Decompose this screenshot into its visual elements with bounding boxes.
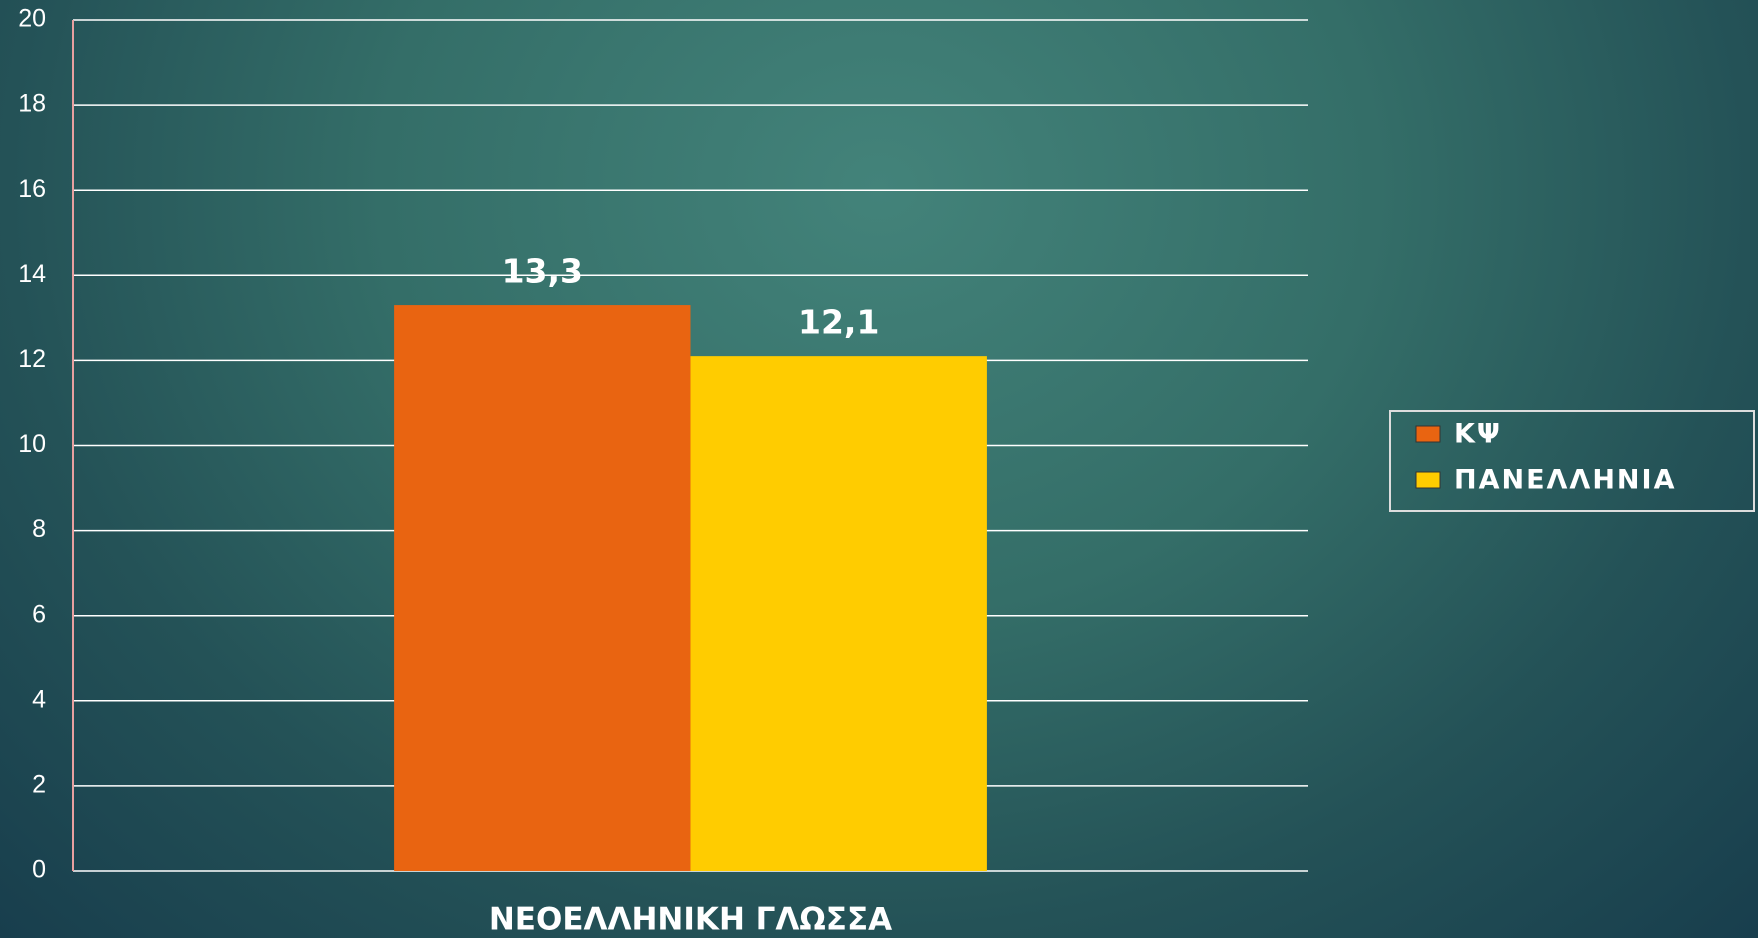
y-tick-label: 18 bbox=[18, 90, 46, 118]
bar bbox=[394, 305, 691, 872]
y-tick-label: 20 bbox=[18, 5, 46, 33]
y-tick-label: 12 bbox=[18, 345, 46, 373]
y-tick-label: 0 bbox=[32, 856, 46, 884]
data-label: 12,1 bbox=[798, 303, 879, 342]
y-tick-label: 2 bbox=[32, 771, 46, 799]
y-tick-label: 10 bbox=[18, 430, 46, 458]
legend-label: ΚΨ bbox=[1454, 419, 1502, 450]
y-tick-label: 16 bbox=[18, 175, 46, 203]
legend-label: ΠΑΝΕΛΛΗΝΙΑ bbox=[1454, 465, 1676, 496]
y-tick-label: 4 bbox=[32, 685, 46, 713]
legend-box bbox=[1389, 410, 1755, 512]
legend-swatch bbox=[1415, 471, 1441, 489]
bar bbox=[690, 356, 987, 871]
y-tick-label: 6 bbox=[32, 600, 46, 628]
legend-swatch bbox=[1415, 425, 1441, 443]
data-label: 13,3 bbox=[502, 252, 583, 291]
y-tick-label: 14 bbox=[18, 260, 46, 288]
y-tick-label: 8 bbox=[32, 515, 46, 543]
x-tick-label: ΝΕΟΕΛΛΗΝΙΚΗ ΓΛΩΣΣΑ bbox=[489, 902, 892, 938]
